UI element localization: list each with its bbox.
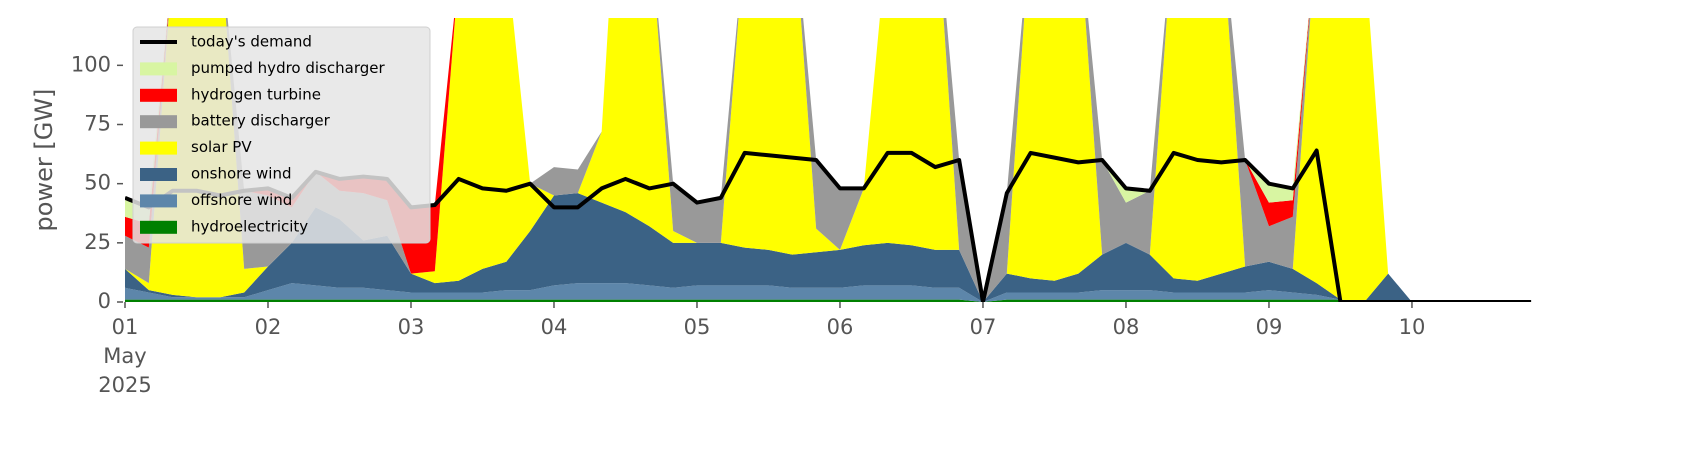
axes: 0 25 50 75 100 01 May 2025 02 03 04 05 06 07 08 09 10 <box>71 52 1425 397</box>
legend-swatch <box>140 168 177 181</box>
y-axis-label: power [GW] <box>30 89 58 232</box>
y-tick-label: 75 <box>84 112 111 136</box>
x-tick-label: 06 <box>827 315 854 339</box>
x-tick-label: 03 <box>398 315 425 339</box>
legend-swatch <box>140 220 177 234</box>
legend-swatch <box>140 62 177 76</box>
legend-label: solar PV <box>191 138 252 156</box>
y-tick-label: 0 <box>98 289 111 313</box>
x-tick-label: 10 <box>1399 315 1426 339</box>
x-tick-label: 09 <box>1256 315 1283 339</box>
x-tick-label: 07 <box>970 315 997 339</box>
x-tick-label: 04 <box>541 315 568 339</box>
area <box>125 193 1532 302</box>
legend-swatch <box>140 194 177 208</box>
legend-label: pumped hydro discharger <box>191 59 385 77</box>
x-tick-label: 02 <box>255 315 282 339</box>
legend-swatch <box>140 141 177 155</box>
legend: today's demand pumped hydro discharger hyd… <box>132 26 431 244</box>
x-tick-label: 08 <box>1113 315 1140 339</box>
legend-swatch <box>140 115 177 129</box>
area <box>125 299 1532 302</box>
legend-box <box>132 26 431 244</box>
x-tick-label: 01 May 2025 <box>98 315 151 397</box>
legend-label: hydroelectricity <box>191 217 308 235</box>
area <box>125 18 1532 302</box>
legend-label: battery discharger <box>191 112 331 130</box>
y-tick-label: 100 <box>71 52 111 76</box>
legend-label: hydrogen turbine <box>191 85 321 103</box>
legend-label: onshore wind <box>191 165 291 183</box>
y-tick-label: 25 <box>84 230 111 254</box>
y-tick-label: 50 <box>84 171 111 195</box>
legend-swatch <box>140 88 177 102</box>
area <box>125 283 1532 302</box>
x-tick-label: 05 <box>684 315 711 339</box>
legend-label: today's demand <box>191 33 312 51</box>
legend-label: offshore wind <box>191 191 292 209</box>
